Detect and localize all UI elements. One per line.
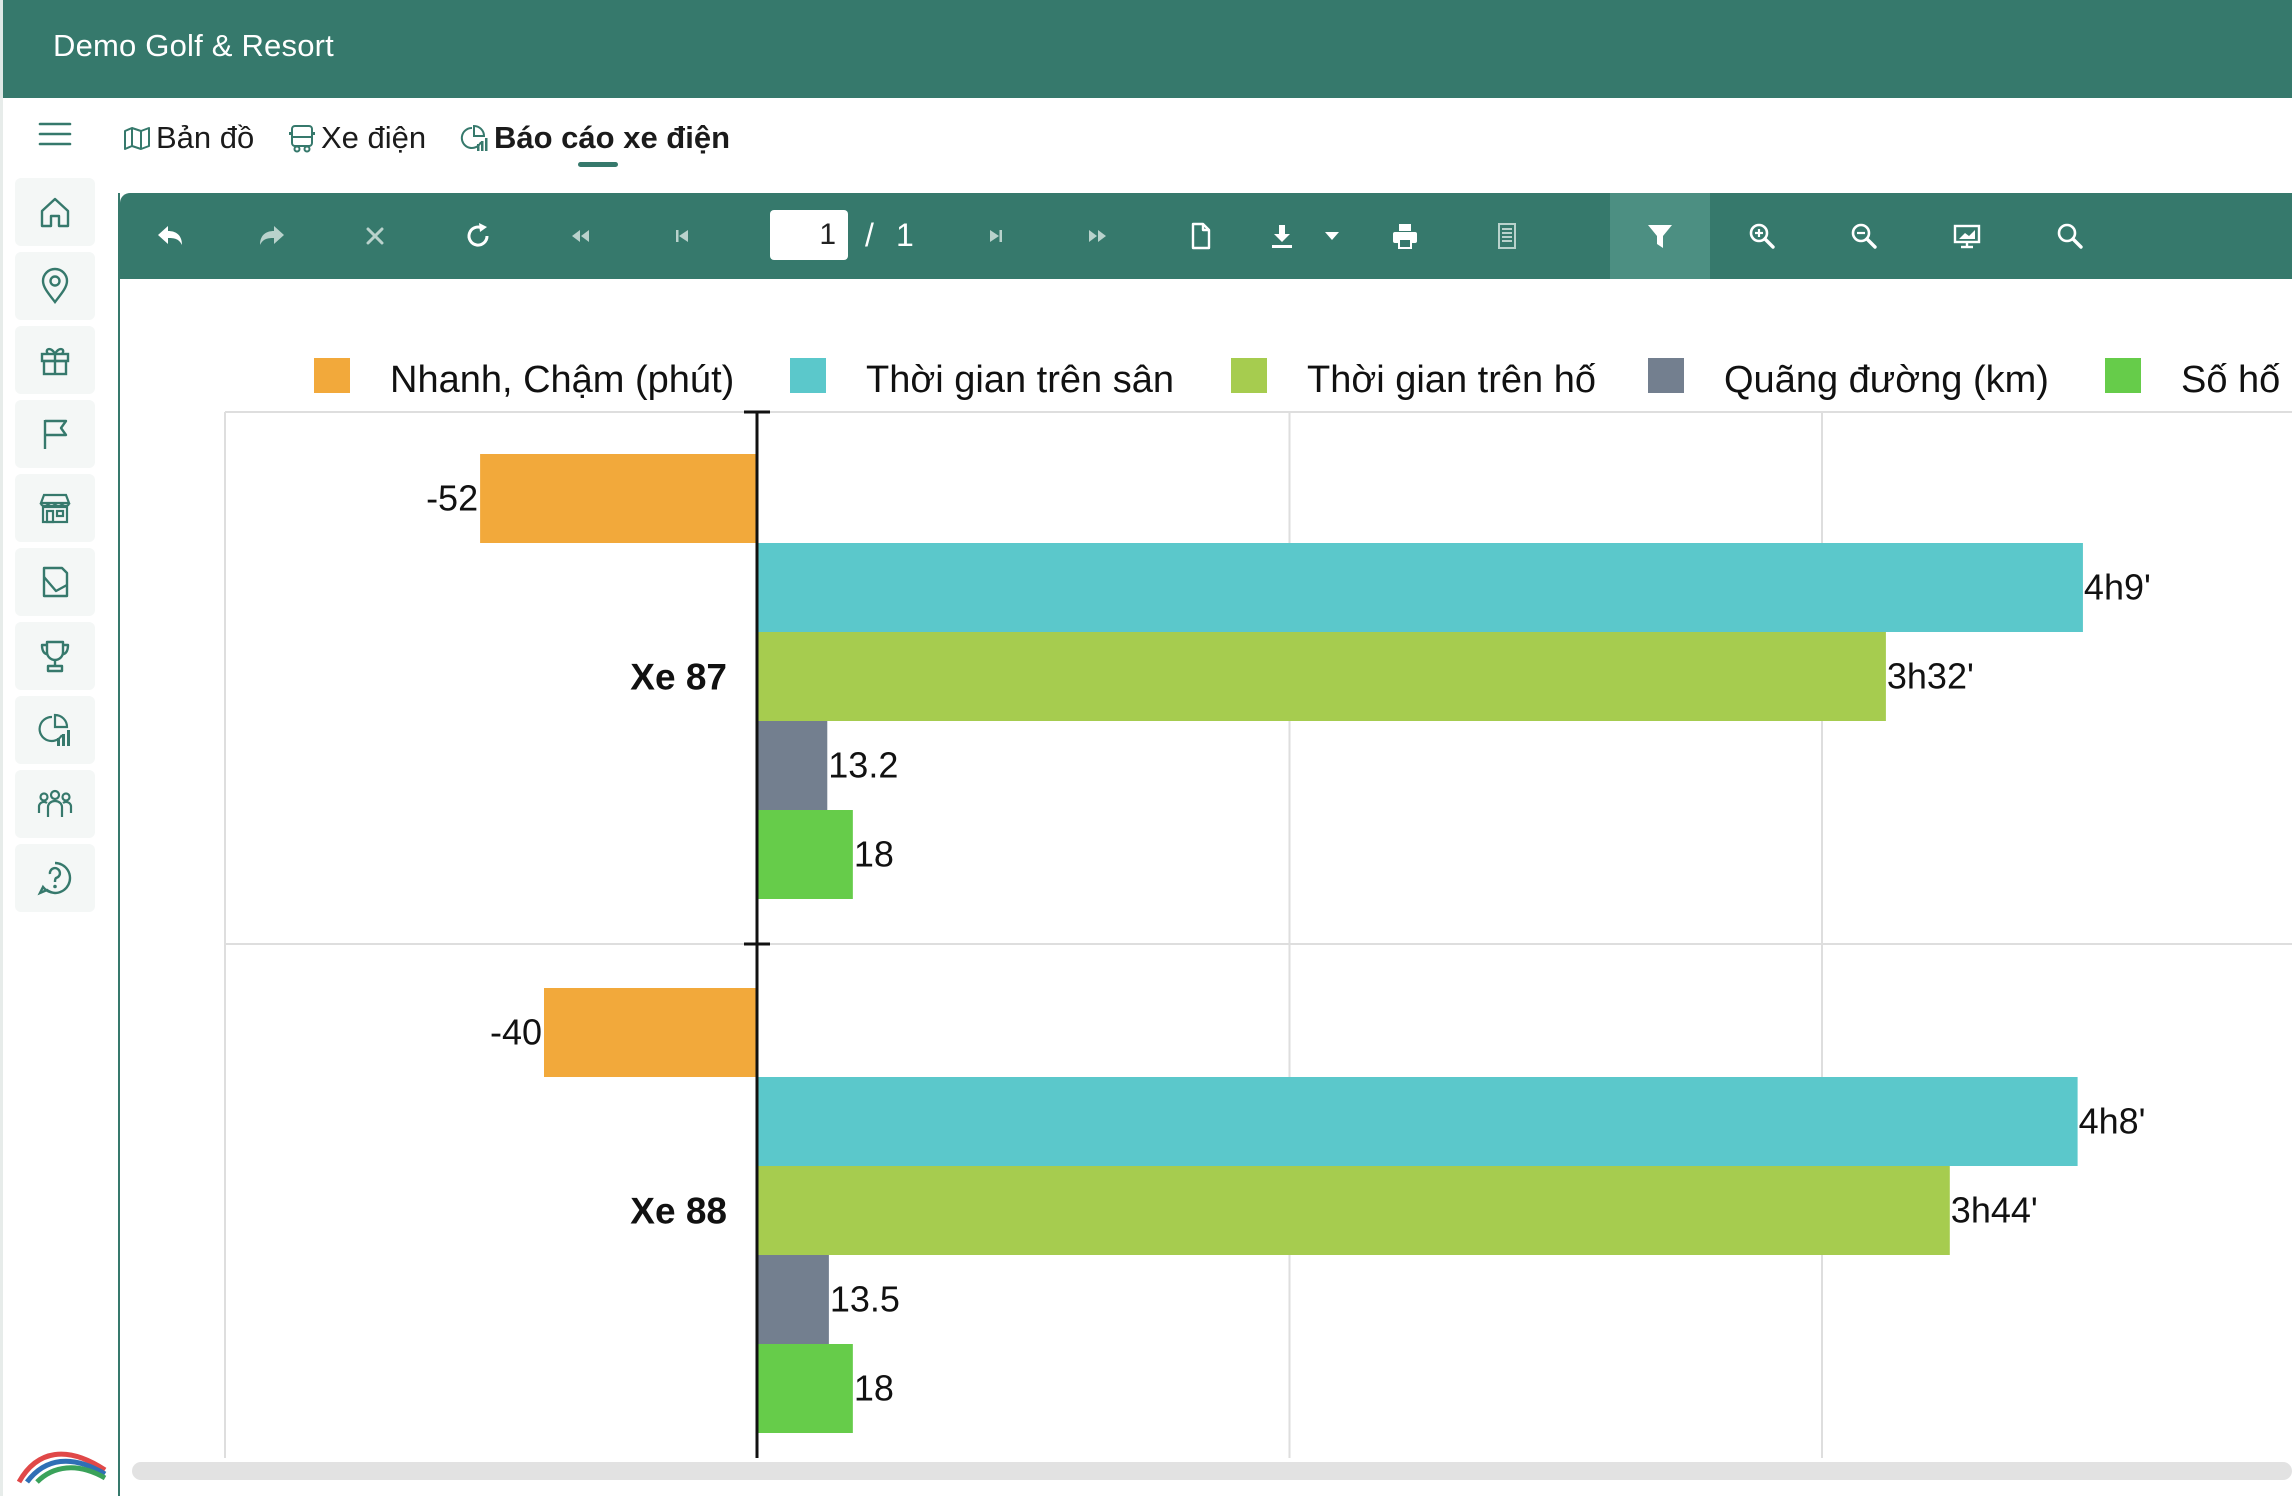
- page-view-icon[interactable]: [1457, 193, 1557, 279]
- chart-bars: -52 4h9' 3h32' 13.2 18 -40 4h8' 3h44' 13.5 18: [426, 454, 2151, 1433]
- category-label: Xe 88: [630, 1191, 727, 1232]
- map-area-icon[interactable]: [15, 548, 95, 616]
- legend-item: Thời gian trên hố: [1231, 358, 1596, 401]
- tab-electric-cart[interactable]: Xe điện: [287, 112, 426, 164]
- document-icon[interactable]: [1150, 193, 1250, 279]
- legend-swatch: [1648, 358, 1684, 393]
- refresh-icon[interactable]: [428, 193, 528, 279]
- filter-icon[interactable]: [1610, 193, 1710, 279]
- flag-icon[interactable]: [15, 400, 95, 468]
- map-icon: [124, 127, 150, 150]
- print-icon[interactable]: [1355, 193, 1455, 279]
- next-page-icon[interactable]: [946, 193, 1046, 279]
- legend-swatch: [2105, 358, 2141, 393]
- bar: [757, 721, 828, 810]
- bar-data-label: -40: [490, 1012, 542, 1053]
- bar-data-label: 13.2: [828, 745, 898, 786]
- location-pin-icon[interactable]: [15, 252, 95, 320]
- report-viewer: / 1: [118, 193, 2292, 1496]
- store-icon[interactable]: [15, 474, 95, 542]
- bar-data-label: 3h32': [1887, 656, 1974, 697]
- viewer-toolbar: / 1: [120, 193, 2292, 279]
- bar: [757, 1166, 1950, 1255]
- bar: [757, 1255, 829, 1344]
- sidebar: [0, 98, 111, 1496]
- tab-electric-cart-label: Xe điện: [321, 120, 427, 155]
- search-icon[interactable]: [2020, 193, 2120, 279]
- trophy-icon[interactable]: [15, 622, 95, 690]
- page-total: 1: [896, 217, 914, 253]
- legend-item: Nhanh, Chậm (phút): [314, 358, 734, 401]
- bar: [757, 543, 2083, 632]
- zoom-out-icon[interactable]: [1814, 193, 1914, 279]
- app-title: Demo Golf & Resort: [53, 28, 334, 63]
- tab-cart-report[interactable]: Báo cáo xe điện: [460, 112, 730, 164]
- tab-map[interactable]: Bản đồ: [122, 112, 254, 164]
- bar-data-label: 4h8': [2079, 1101, 2146, 1142]
- legend-item: Quãng đường (km): [1648, 358, 2049, 401]
- last-page-icon[interactable]: [1048, 193, 1148, 279]
- legend-label: Quãng đường (km): [1724, 359, 2049, 401]
- menu-icon[interactable]: [15, 100, 95, 168]
- tab-cart-report-label: Báo cáo xe điện: [494, 120, 731, 155]
- legend-label: Thời gian trên hố: [1307, 359, 1596, 401]
- chart-legend: Nhanh, Chậm (phút) Thời gian trên sân Thời…: [314, 358, 2280, 401]
- bar-data-label: 18: [854, 1368, 894, 1409]
- home-icon[interactable]: [15, 178, 95, 246]
- cart-icon: [289, 125, 315, 153]
- bar: [757, 1077, 2078, 1166]
- bar: [757, 1344, 853, 1433]
- zoom-in-icon[interactable]: [1712, 193, 1812, 279]
- legend-label: Thời gian trên sân: [866, 359, 1174, 401]
- page-separator: /: [865, 217, 874, 253]
- report-icon: [460, 124, 488, 151]
- app-header: Demo Golf & Resort: [0, 0, 2292, 98]
- bar-data-label: 13.5: [830, 1279, 900, 1320]
- legend-item: Thời gian trên sân: [790, 358, 1174, 401]
- horizontal-scrollbar[interactable]: [132, 1462, 2292, 1480]
- users-group-icon[interactable]: [15, 770, 95, 838]
- bar-data-label: 4h9': [2084, 567, 2151, 608]
- report-chart-icon[interactable]: [15, 696, 95, 764]
- first-page-icon[interactable]: [530, 193, 630, 279]
- bar-data-label: 3h44': [1951, 1190, 2038, 1231]
- bar: [757, 810, 853, 899]
- active-tab-indicator: [578, 162, 618, 167]
- bar: [480, 454, 757, 543]
- page-number-input[interactable]: [770, 210, 848, 260]
- legend-swatch: [790, 358, 826, 393]
- present-icon[interactable]: [1917, 193, 2017, 279]
- category-label: Xe 87: [630, 657, 727, 698]
- bar: [544, 988, 757, 1077]
- legend-label: Số hố: [2181, 359, 2280, 401]
- legend-swatch: [314, 358, 350, 393]
- previous-page-icon[interactable]: [632, 193, 732, 279]
- redo-icon[interactable]: [222, 193, 322, 279]
- legend-label: Nhanh, Chậm (phút): [390, 359, 734, 401]
- legend-swatch: [1231, 358, 1267, 393]
- legend-item: Số hố: [2105, 358, 2280, 401]
- download-icon[interactable]: [1242, 193, 1322, 279]
- help-icon[interactable]: [15, 844, 95, 912]
- bar-data-label: 18: [854, 834, 894, 875]
- brand-logo: [17, 1451, 107, 1484]
- tab-map-label: Bản đồ: [156, 120, 255, 155]
- bar-data-label: -52: [426, 478, 478, 519]
- gift-icon[interactable]: [15, 326, 95, 394]
- bar: [757, 632, 1886, 721]
- dropdown-arrow-icon[interactable]: [1312, 193, 1352, 279]
- close-icon[interactable]: [325, 193, 425, 279]
- undo-icon[interactable]: [120, 193, 220, 279]
